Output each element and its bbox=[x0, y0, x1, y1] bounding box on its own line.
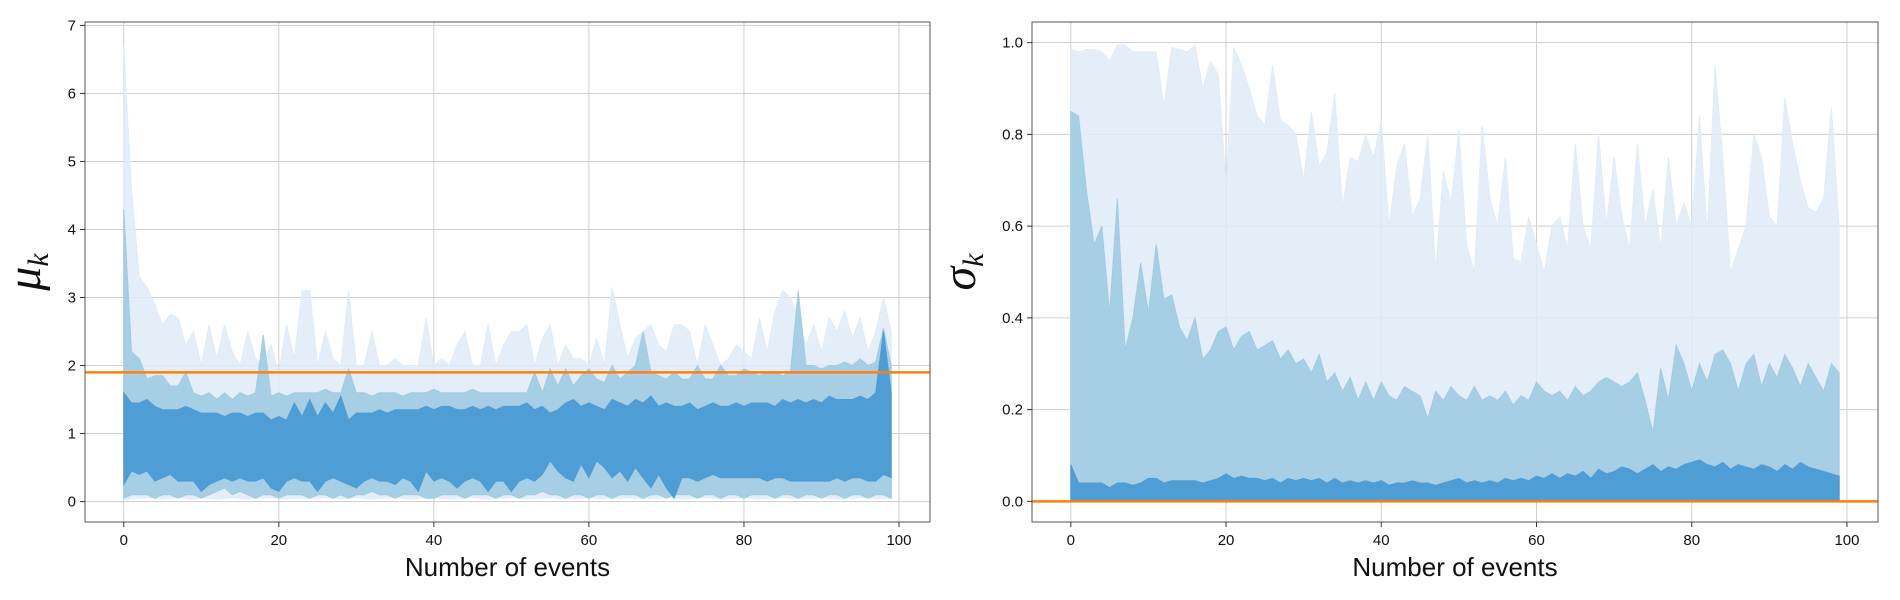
y-tick-label: 0.2 bbox=[1002, 402, 1023, 419]
bands bbox=[123, 45, 892, 501]
y-tick-label: 1 bbox=[68, 426, 76, 443]
y-axis-subscript: k bbox=[22, 253, 55, 267]
y-tick-label: 0.4 bbox=[1002, 310, 1023, 327]
y-tick-label: 2 bbox=[68, 358, 76, 375]
y-axis-label: σk bbox=[933, 253, 990, 291]
y-tick-label: 4 bbox=[68, 221, 76, 238]
y-tick-label: 7 bbox=[68, 17, 76, 34]
bands bbox=[1070, 43, 1840, 502]
y-tick-label: 0.6 bbox=[1002, 218, 1023, 235]
x-tick-label: 100 bbox=[886, 532, 911, 549]
x-tick-label: 40 bbox=[1373, 532, 1390, 549]
inner-band bbox=[123, 331, 892, 500]
x-tick-label: 20 bbox=[1218, 532, 1235, 549]
x-axis-label: Number of events bbox=[405, 552, 610, 582]
x-tick-label: 60 bbox=[1528, 532, 1545, 549]
y-axis-symbol: σ bbox=[933, 265, 986, 291]
y-tick-label: 0 bbox=[68, 494, 76, 511]
y-tick-label: 6 bbox=[68, 85, 76, 102]
y-tick-label: 3 bbox=[68, 290, 76, 307]
y-axis-label: μk bbox=[0, 253, 55, 292]
x-tick-label: 0 bbox=[120, 532, 128, 549]
plot-frame bbox=[1031, 21, 1879, 523]
y-tick-label: 1.0 bbox=[1002, 35, 1023, 52]
x-tick-label: 40 bbox=[426, 532, 443, 549]
plot-frame bbox=[84, 21, 931, 523]
x-tick-label: 80 bbox=[736, 532, 753, 549]
x-tick-label: 80 bbox=[1683, 532, 1700, 549]
y-tick-label: 0.0 bbox=[1002, 493, 1023, 510]
x-tick-label: 20 bbox=[270, 532, 287, 549]
x-axis-label: Number of events bbox=[1352, 552, 1557, 582]
y-axis-symbol: μ bbox=[0, 267, 51, 292]
y-axis-subscript: k bbox=[957, 253, 990, 267]
x-tick-label: 100 bbox=[1834, 532, 1859, 549]
chart-sigma-k: 0 20 40 60 80 100 0.0 0.2 0.4 0.6 0.8 1.0 Number of … bbox=[933, 21, 1879, 582]
y-tick-label: 5 bbox=[68, 153, 76, 170]
x-tick-label: 60 bbox=[581, 532, 598, 549]
chart-mu-k: 0 20 40 60 80 100 0 1 2 3 4 5 6 7 Number of events μk bbox=[0, 17, 931, 582]
x-tick-label: 0 bbox=[1067, 532, 1075, 549]
y-tick-label: 0.8 bbox=[1002, 126, 1023, 143]
